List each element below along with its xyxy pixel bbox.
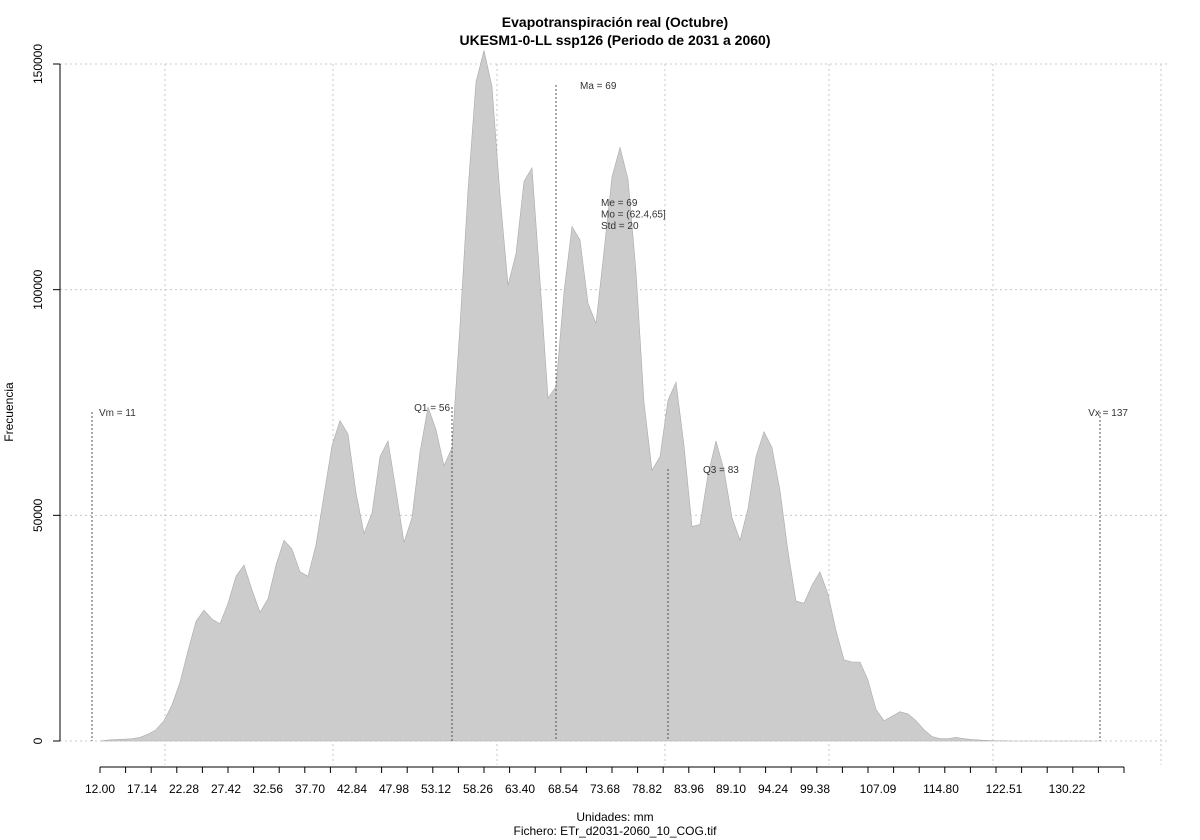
footer-filename: Fichero: ETr_d2031-2060_10_COG.tif (513, 824, 717, 838)
chart-subtitle: UKESM1-0-LL ssp126 (Periodo de 2031 a 20… (459, 32, 771, 48)
x-tick-label: 99.38 (800, 782, 830, 796)
vm-label: Vm = 11 (99, 408, 136, 419)
y-tick-label: 50000 (31, 498, 45, 532)
x-axis-label: Unidades: mm (576, 810, 654, 824)
x-tick-label: 83.96 (674, 782, 704, 796)
x-axis-ticks: 12.00 17.14 22.28 27.42 32.56 37.70 42.84 47.98… (85, 767, 1125, 796)
stats-label: Mo = (62.4,65] (601, 210, 666, 221)
stats-label: Std = 20 (601, 221, 639, 232)
q3-label: Q3 = 83 (703, 465, 739, 476)
x-tick-label: 12.00 (85, 782, 115, 796)
x-tick-label: 53.12 (421, 782, 451, 796)
y-tick-label: 100000 (31, 269, 45, 309)
x-tick-label: 130.22 (1049, 782, 1086, 796)
x-tick-label: 73.68 (590, 782, 620, 796)
x-tick-label: 42.84 (337, 782, 367, 796)
x-tick-label: 37.70 (295, 782, 325, 796)
x-tick-label: 68.54 (548, 782, 578, 796)
x-tick-label: 47.98 (379, 782, 409, 796)
x-tick-label: 27.42 (211, 782, 241, 796)
x-tick-label: 107.09 (860, 782, 897, 796)
statistics-annotations: Vm = 11 Q1 = 56 Ma = 69 Q3 = 83 Vx = 137 Me =… (91, 81, 1128, 741)
q1-label: Q1 = 56 (414, 403, 450, 414)
x-tick-label: 89.10 (716, 782, 746, 796)
x-tick-label: 114.80 (923, 782, 959, 796)
frequency-area (99, 50, 1100, 742)
y-axis-label: Frecuencia (2, 382, 16, 442)
x-tick-label: 17.14 (127, 782, 157, 796)
x-tick-label: 122.51 (986, 782, 1023, 796)
ma-label: Ma = 69 (580, 81, 617, 92)
x-tick-label: 58.26 (463, 782, 493, 796)
x-tick-label: 22.28 (169, 782, 199, 796)
chart-title: Evapotranspiración real (Octubre) (501, 14, 729, 30)
y-axis-ticks: 0 50000 100000 150000 (31, 44, 60, 744)
x-tick-label: 94.24 (758, 782, 788, 796)
stats-label: Me = 69 (601, 198, 638, 209)
x-tick-label: 78.82 (632, 782, 662, 796)
vx-label: Vx = 137 (1088, 408, 1128, 419)
y-tick-label: 150000 (31, 44, 45, 84)
x-tick-label: 32.56 (253, 782, 283, 796)
y-tick-label: 0 (31, 737, 45, 744)
x-tick-label: 63.40 (505, 782, 535, 796)
